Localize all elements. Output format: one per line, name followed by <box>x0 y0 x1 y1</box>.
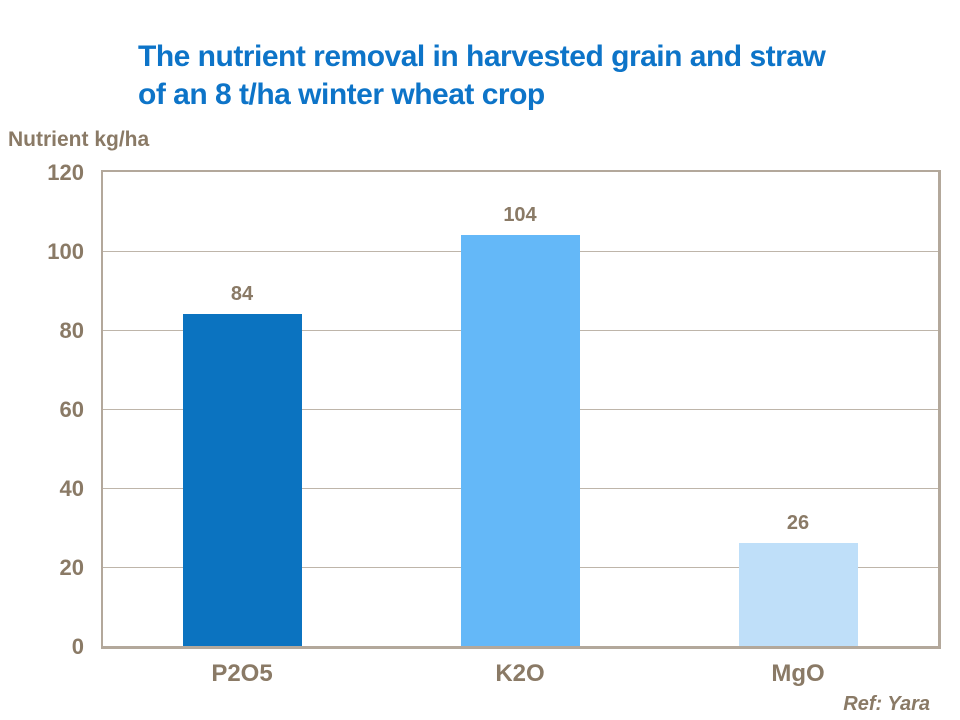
x-category-label: MgO <box>771 660 825 687</box>
reference-text: Ref: Yara <box>843 693 930 715</box>
y-axis-tick-label: 20 <box>59 555 84 580</box>
bar-value-label: 26 <box>786 512 810 535</box>
x-category-label: P2O5 <box>211 660 273 687</box>
bar-k2o <box>460 235 580 646</box>
bar-p2o5 <box>182 314 302 646</box>
chart-title-line-1: The nutrient removal in harvested grain … <box>138 40 826 73</box>
chart-title-line-2: of an 8 t/ha winter wheat crop <box>138 78 545 111</box>
bar-mgo <box>738 543 858 646</box>
bar-value-label: 84 <box>230 283 254 306</box>
y-axis-tick-label: 60 <box>59 397 84 422</box>
plot-area: 84 104 26 <box>101 170 941 649</box>
chart-title: The nutrient removal in harvested grain … <box>138 38 928 114</box>
x-axis-category-labels: P2O5 K2O MgO <box>103 660 937 688</box>
y-axis-tick-label: 40 <box>59 476 84 501</box>
y-axis-tick-label: 80 <box>59 318 84 343</box>
x-category-label: K2O <box>495 660 545 687</box>
y-axis-title: Nutrient kg/ha <box>8 128 150 151</box>
y-axis-tick-label: 0 <box>71 634 84 659</box>
bar-value-label: 104 <box>503 204 537 227</box>
y-axis-tick-label: 120 <box>47 160 84 185</box>
y-axis-tick-label: 100 <box>47 239 84 264</box>
